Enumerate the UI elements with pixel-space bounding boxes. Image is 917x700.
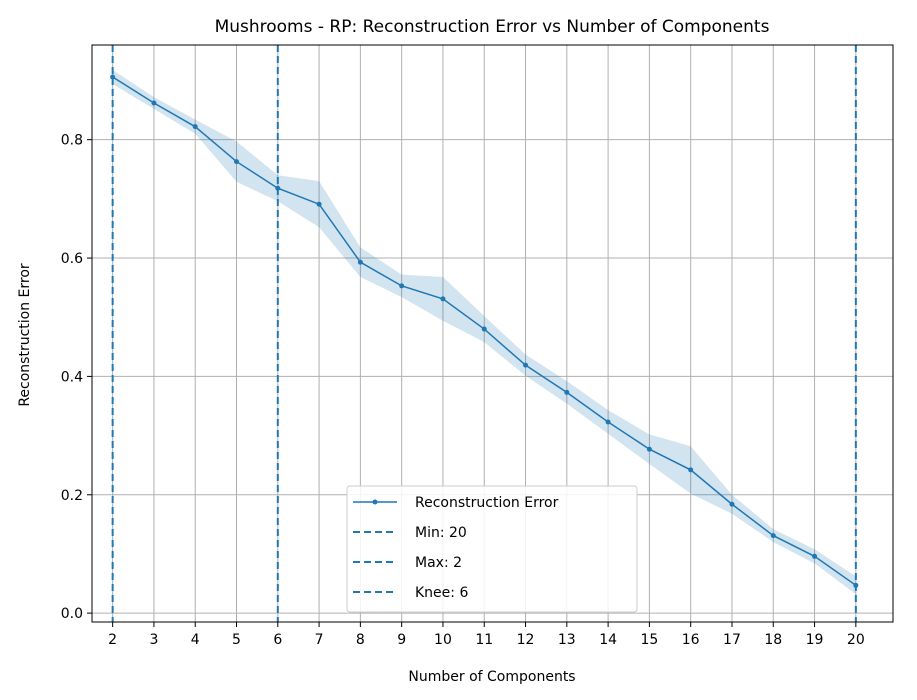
legend-box	[346, 485, 638, 613]
y-tick-label: 0.2	[61, 488, 83, 504]
x-tick-label: 5	[232, 632, 241, 648]
y-tick-label: 0.0	[61, 606, 83, 622]
x-tick-label: 4	[191, 632, 200, 648]
y-axis-label: Reconstruction Error	[17, 263, 33, 407]
x-tick-label: 17	[723, 632, 741, 648]
x-tick-label: 20	[847, 632, 865, 648]
data-point	[812, 553, 818, 559]
data-point	[481, 326, 487, 332]
chart-title: Mushrooms - RP: Reconstruction Error vs …	[215, 17, 770, 37]
plot-frame	[91, 44, 894, 623]
legend-label: Max: 2	[415, 555, 462, 571]
x-tick-label: 9	[397, 632, 406, 648]
x-tick-label: 7	[315, 632, 324, 648]
x-tick-label: 12	[517, 632, 535, 648]
data-point	[646, 446, 652, 452]
x-tick-label: 10	[434, 632, 452, 648]
data-point	[151, 100, 157, 106]
data-point	[192, 124, 198, 130]
legend-point-marker	[372, 499, 378, 505]
y-tick-label: 0.8	[61, 133, 83, 149]
data-point	[853, 582, 859, 588]
y-tick-label: 0.4	[61, 369, 83, 385]
data-point	[729, 501, 735, 507]
legend-label: Knee: 6	[415, 585, 468, 601]
error-band	[112, 69, 856, 595]
legend-label: Min: 20	[415, 525, 467, 541]
x-tick-label: 15	[640, 632, 658, 648]
data-point	[605, 419, 611, 425]
x-tick-label: 13	[558, 632, 576, 648]
x-axis-label: Number of Components	[408, 669, 575, 685]
data-point	[688, 467, 694, 473]
grid	[92, 45, 893, 622]
x-tick-label: 11	[475, 632, 493, 648]
data-point	[399, 283, 405, 289]
x-tick-label: 2	[108, 632, 117, 648]
x-tick-label: 3	[149, 632, 158, 648]
x-tick-label: 18	[764, 632, 782, 648]
data-point	[110, 74, 116, 80]
data-point	[440, 296, 446, 302]
data-point	[523, 362, 529, 368]
data-point	[234, 159, 240, 165]
data-point	[275, 185, 281, 191]
y-tick-label: 0.6	[61, 251, 83, 267]
ticks: 2 3 4 5 6 7 8 9 10 11 12 13 14 15 16 17 18 19 20 0.0 0.2 0.4 0…	[61, 133, 865, 648]
data-point	[316, 201, 322, 207]
data-point	[770, 533, 776, 539]
confidence-band	[112, 69, 856, 595]
reference-lines	[111, 45, 857, 622]
x-tick-label: 19	[806, 632, 824, 648]
x-tick-label: 14	[599, 632, 617, 648]
series	[110, 74, 859, 588]
legend-label: Reconstruction Error	[415, 495, 559, 511]
legend: Reconstruction Error Min: 20 Max: 2 Knee: 6	[346, 485, 638, 613]
data-point	[357, 259, 363, 265]
data-point	[564, 389, 570, 395]
x-tick-label: 6	[273, 632, 282, 648]
x-tick-label: 16	[682, 632, 700, 648]
x-tick-label: 8	[356, 632, 365, 648]
